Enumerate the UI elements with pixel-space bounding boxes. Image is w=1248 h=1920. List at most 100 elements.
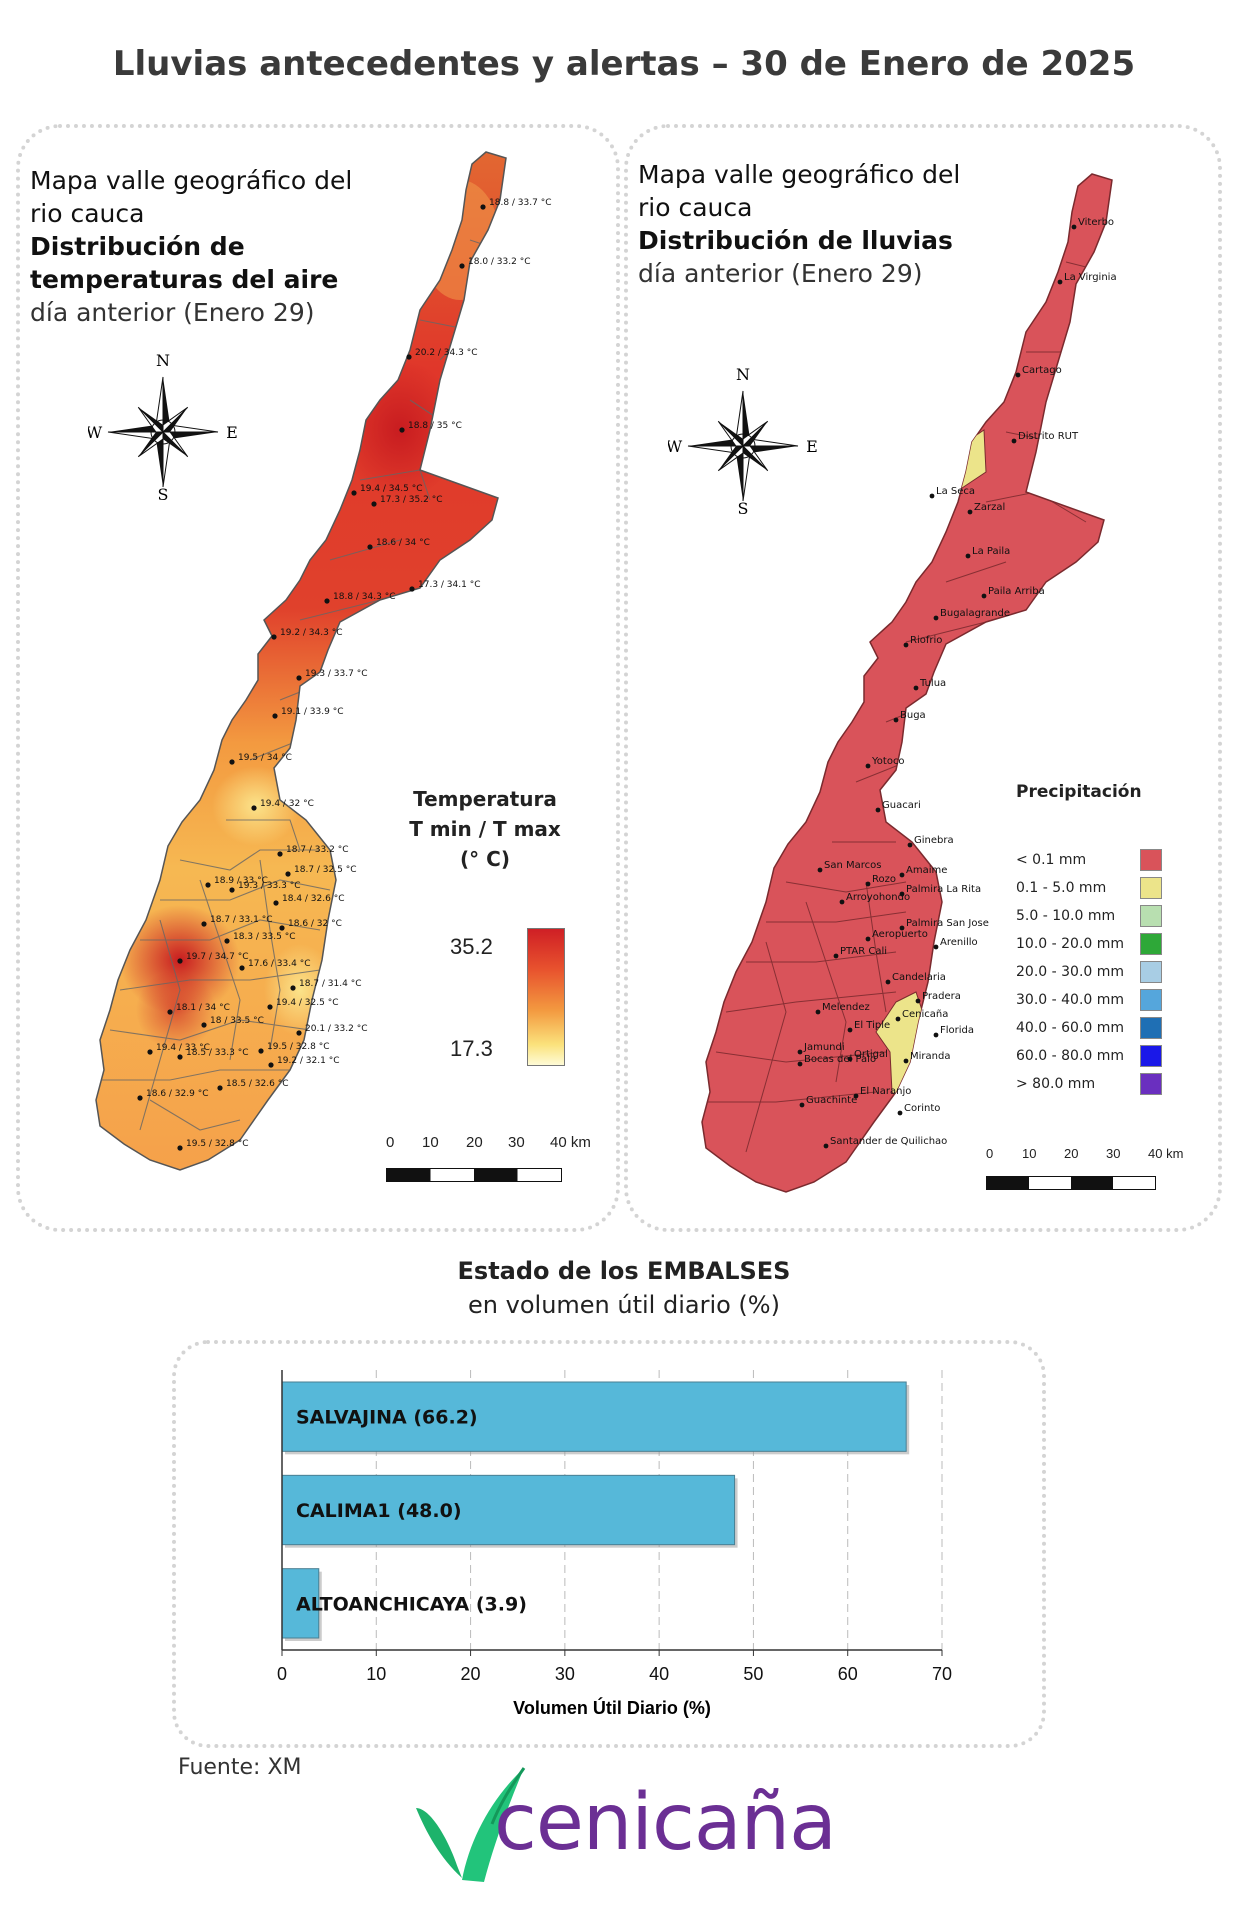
city-dot — [797, 1061, 803, 1067]
rainfall-map: Viterbo La Virginia Cartago Distrito RUT La … — [701, 173, 1117, 1193]
station-label: 18.8 / 33.7 °C — [489, 198, 551, 208]
precipitation-legend-item: > 80.0 mm — [1016, 1070, 1196, 1098]
city-label: Aeropuerto — [872, 929, 928, 940]
city-dot — [913, 685, 919, 691]
station-label: 20.2 / 34.3 °C — [415, 348, 477, 358]
city-label: Zarzal — [974, 502, 1005, 513]
precipitation-legend-label: 20.0 - 30.0 mm — [1016, 964, 1125, 980]
station-dot — [239, 965, 245, 971]
precipitation-legend-item: 5.0 - 10.0 mm — [1016, 902, 1196, 930]
city-label: Corinto — [904, 1103, 940, 1114]
precipitation-legend-swatch — [1140, 1017, 1162, 1039]
city-dot — [823, 1143, 829, 1149]
rainfall-panel — [624, 124, 1222, 1232]
temperature-legend-title: Temperatura T min / T max (° C) — [400, 784, 570, 874]
city-dot — [1015, 372, 1021, 378]
station-dot — [167, 1009, 173, 1015]
city-dot — [853, 1093, 859, 1099]
city-dot — [865, 763, 871, 769]
precipitation-legend-label: > 80.0 mm — [1016, 1076, 1096, 1092]
station-label: 17.3 / 35.2 °C — [380, 495, 442, 505]
station-dot — [272, 713, 278, 719]
station-label: 18.8 / 35 °C — [408, 421, 462, 431]
city-label: Buga — [900, 710, 926, 721]
bar-2 — [281, 1568, 320, 1639]
scale-label-10: 10 — [1022, 1146, 1037, 1161]
temperature-colorbar — [527, 928, 565, 1066]
rainfall-title-line2: rio cauca — [638, 193, 753, 222]
city-label: PTAR Cali — [840, 946, 887, 957]
precipitation-legend-swatch — [1140, 1073, 1162, 1095]
station-dot — [290, 985, 296, 991]
x-tick-label: 20 — [461, 1664, 481, 1684]
temperature-legend-max: 35.2 — [450, 934, 493, 959]
scale-label-20: 20 — [466, 1134, 483, 1151]
reservoirs-title-bold: Estado de los EMBALSES — [457, 1257, 791, 1285]
compass-n: N — [736, 366, 750, 384]
precipitation-legend-swatch — [1140, 1045, 1162, 1067]
precipitation-legend-item: 0.1 - 5.0 mm — [1016, 874, 1196, 902]
precipitation-legend-swatch — [1140, 849, 1162, 871]
reservoirs-subtitle: en volumen útil diario (%) — [468, 1291, 780, 1319]
station-label: 18.3 / 33.5 °C — [233, 932, 295, 942]
bar-label: ALTOANCHICAYA (3.9) — [296, 1593, 527, 1615]
city-dot — [875, 807, 881, 813]
city-label: Ortigal — [854, 1049, 888, 1060]
station-label: 18.9 / 33 °C — [214, 876, 268, 886]
city-dot — [903, 642, 909, 648]
city-dot — [847, 1056, 853, 1062]
chart-x-axis-label: Volumen Útil Diario (%) — [513, 1697, 711, 1718]
station-label: 18.4 / 32.6 °C — [282, 894, 344, 904]
temperature-title-line5: día anterior (Enero 29) — [30, 298, 315, 327]
city-label: El Naranjo — [860, 1086, 911, 1097]
city-dot — [933, 1032, 939, 1038]
city-label: Yotoco — [871, 756, 905, 767]
city-label: Tulua — [919, 678, 946, 689]
precipitation-legend-swatch — [1140, 989, 1162, 1011]
station-dot — [251, 805, 257, 811]
station-dot — [277, 851, 283, 857]
station-dot — [137, 1095, 143, 1101]
reservoir-bar-chart: SALVAJINA (66.2) CALIMA1 (48.0) ALTOANCHIC… — [277, 1370, 952, 1718]
station-label: 19.3 / 33.3 °C — [238, 881, 300, 891]
city-dot — [933, 615, 939, 621]
station-dot — [279, 925, 285, 931]
city-label: Viterbo — [1078, 217, 1114, 228]
city-label: Cenicaña — [902, 1009, 948, 1020]
station-dot — [201, 921, 207, 927]
precipitation-legend-swatch — [1140, 933, 1162, 955]
station-label: 19.1 / 33.9 °C — [281, 707, 343, 717]
rainfall-panel-title: Mapa valle geográfico del rio cauca Dist… — [638, 158, 1058, 290]
station-dot — [459, 263, 465, 269]
station-dot — [273, 900, 279, 906]
city-dot — [965, 553, 971, 559]
city-label: Guachinte — [806, 1095, 857, 1106]
precipitation-legend-item: 40.0 - 60.0 mm — [1016, 1014, 1196, 1042]
precipitation-legend-item: 60.0 - 80.0 mm — [1016, 1042, 1196, 1070]
rainfall-title-line1: Mapa valle geográfico del — [638, 160, 961, 189]
city-dot — [899, 925, 905, 931]
city-label: Cartago — [1022, 365, 1062, 376]
scale-label-40: 40 km — [1148, 1146, 1184, 1161]
temperature-legend-line2: T min / T max — [409, 817, 561, 841]
city-dot — [915, 998, 921, 1004]
compass-rose-icon: N S E W — [88, 352, 238, 502]
city-label: Palmira La Rita — [906, 884, 981, 895]
station-dot — [296, 675, 302, 681]
station-label: 19.4 / 34.5 °C — [360, 484, 422, 494]
city-dot — [799, 1102, 805, 1108]
city-dot — [895, 1016, 901, 1022]
station-label: 19.4 / 32.5 °C — [276, 998, 338, 1008]
station-dot — [177, 1145, 183, 1151]
station-label: 18.0 / 33.2 °C — [468, 257, 530, 267]
city-dot — [815, 1009, 821, 1015]
city-dot — [933, 944, 939, 950]
precipitation-legend-label: < 0.1 mm — [1016, 852, 1087, 868]
station-dot — [285, 871, 291, 877]
bar-0 — [281, 1381, 907, 1452]
station-dot — [296, 1030, 302, 1036]
x-tick-label: 0 — [277, 1664, 287, 1684]
station-dot — [480, 204, 486, 210]
temperature-title-line3: Distribución de — [30, 232, 245, 261]
station-label: 17.6 / 33.4 °C — [248, 959, 310, 969]
